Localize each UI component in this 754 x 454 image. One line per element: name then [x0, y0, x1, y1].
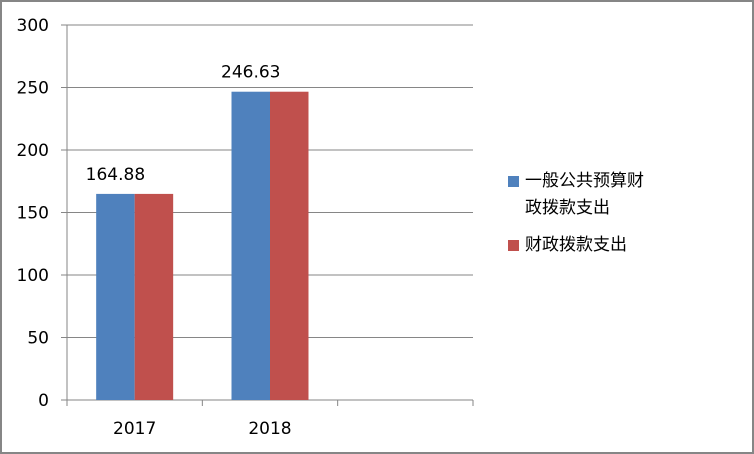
y-tick-label: 150 — [17, 204, 49, 224]
bar-1-2017 — [96, 193, 135, 400]
y-tick-label: 50 — [27, 329, 49, 349]
data-label: 164.88 — [86, 165, 145, 185]
y-tick-label: 100 — [17, 266, 49, 286]
legend-swatch-blue — [508, 176, 519, 187]
y-tick-label: 300 — [17, 16, 49, 36]
y-tick-label: 200 — [17, 141, 49, 161]
x-tick-label: 2018 — [248, 419, 291, 439]
data-label: 246.63 — [221, 63, 280, 83]
bar-2-2017 — [134, 193, 174, 400]
bar-1-2018 — [231, 91, 270, 401]
legend-item-series-2: 财政拨款支出 — [508, 232, 658, 259]
x-tick-label: 2017 — [113, 419, 156, 439]
legend-label: 一般公共预算财政拨款支出 — [525, 171, 644, 218]
y-tick-label: 0 — [38, 391, 49, 411]
bar-2-2018 — [270, 91, 309, 401]
legend-swatch-red — [508, 240, 519, 251]
y-tick-label: 250 — [17, 79, 49, 99]
legend: 一般公共预算财政拨款支出 财政拨款支出 — [508, 168, 658, 269]
legend-item-series-1: 一般公共预算财政拨款支出 — [508, 168, 658, 222]
legend-label: 财政拨款支出 — [525, 235, 627, 255]
